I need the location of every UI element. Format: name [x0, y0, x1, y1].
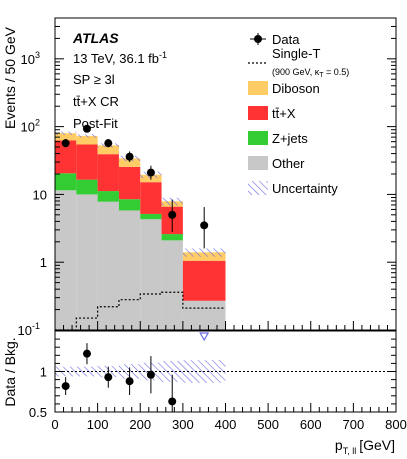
bar-diboson-bin-2: [97, 145, 119, 155]
bar-diboson-bin-1: [76, 135, 98, 145]
bar-zjets-bin-2: [97, 191, 119, 202]
legend: Data Single-T (900 GeV, κT = 0.5) Diboso…: [248, 32, 349, 196]
ratio-point-3: [125, 367, 134, 395]
bar-other-bin-4: [140, 219, 162, 330]
bar-zjets-bin-1: [76, 179, 98, 195]
bar-diboson-bin-3: [118, 158, 141, 167]
data-point-6: [200, 207, 209, 249]
legend-zjets: Z+jets: [248, 131, 308, 146]
signal-step-line: [55, 291, 226, 330]
ratio-uncertainty-bin-1: [76, 366, 98, 377]
x-axis-label: pT, ll [GeV]: [335, 437, 395, 456]
x-tick-label-8: 800: [385, 417, 407, 432]
ratio-point-0: [61, 377, 70, 395]
bar-other-bin-1: [76, 194, 98, 330]
bar-other-bin-2: [97, 201, 119, 330]
bar-other-bin-3: [118, 210, 141, 330]
bar-zjets-bin-3: [118, 199, 141, 211]
legend-signal: Single-T (900 GeV, κT = 0.5): [248, 46, 349, 79]
legend-other: Other: [248, 156, 305, 171]
ratio-point-4: [146, 356, 155, 394]
signal-line: [55, 291, 226, 330]
legend-signal-label: Single-T: [272, 46, 320, 61]
data-point-5: [168, 199, 177, 232]
ratio-point-1: [82, 343, 91, 365]
energy-label: 13 TeV, 36.1 fb-1: [73, 50, 167, 66]
x-tick-label-3: 300: [172, 417, 194, 432]
data-point-0: [61, 139, 70, 148]
ratio-panel: 0.51 0 100 200 300 400 500 600 700 800: [29, 330, 407, 432]
stacked-bars: [55, 133, 226, 330]
main-y-tick-label-1: 102: [21, 118, 40, 135]
data-points: [61, 124, 209, 249]
x-tick-label-1: 100: [87, 417, 109, 432]
ratio-out-of-range-arrow: [199, 332, 210, 342]
main-y-tick-label-3: 1: [40, 255, 47, 270]
bar-ttx-bin-0: [55, 140, 77, 174]
bar-zjets-bin-5: [161, 234, 183, 241]
main-y-tick-label-4: 10-1: [18, 321, 40, 338]
bar-zjets-bin-0: [55, 173, 77, 191]
main-x-ticks: [54, 321, 397, 330]
ratio-points: [61, 332, 210, 412]
main-y-label: Events / 50 GeV: [2, 26, 18, 129]
ratio-y-ticks: 0.51: [29, 330, 396, 420]
region-label: tt̄+X CR: [73, 94, 119, 109]
bar-zjets-bin-4: [140, 213, 162, 220]
main-y-tick-label-2: 10: [33, 187, 47, 202]
bar-ttx-bin-4: [140, 182, 162, 214]
x-tick-label-2: 200: [129, 417, 151, 432]
data-point-3: [125, 151, 134, 163]
bar-other-bin-0: [55, 190, 77, 330]
uncertainty-bin-6: [182, 248, 226, 257]
legend-diboson-label: Diboson: [272, 81, 320, 96]
bar-other-bin-5: [161, 240, 183, 330]
ratio-point-5: [168, 374, 177, 412]
data-point-2: [104, 139, 113, 148]
plot-annotations: ATLAS 13 TeV, 36.1 fb-1 SP ≥ 3l tt̄+X CR…: [72, 30, 167, 131]
experiment-label: ATLAS: [72, 30, 119, 46]
legend-data: Data: [250, 32, 300, 47]
ratio-y-label: Data / Bkg.: [2, 337, 18, 406]
x-tick-label-0: 0: [51, 417, 58, 432]
data-point-1: [82, 124, 91, 133]
ratio-x-ticks: 0 100 200 300 400 500 600 700 800: [51, 403, 407, 432]
bar-ttx-bin-1: [76, 144, 98, 180]
legend-signal-note: (900 GeV, κT = 0.5): [272, 67, 349, 79]
ratio-y-tick-label-1: 1: [40, 365, 47, 380]
legend-uncertainty-label: Uncertainty: [272, 181, 338, 196]
uncertainty-bin-1: [76, 134, 98, 138]
legend-uncertainty: Uncertainty: [248, 181, 338, 196]
ratio-y-tick-label-0: 0.5: [29, 405, 47, 420]
ratio-point-2: [104, 366, 113, 388]
x-tick-label-5: 500: [257, 417, 279, 432]
legend-data-label: Data: [272, 32, 300, 47]
legend-ttx-label: tt̄+X: [272, 106, 296, 121]
bar-ttx-bin-3: [118, 166, 141, 200]
fit-label: Post-Fit: [73, 116, 118, 131]
legend-zjets-label: Z+jets: [272, 131, 308, 146]
x-tick-label-6: 600: [300, 417, 322, 432]
bar-other-bin-6: [182, 300, 226, 330]
main-y-tick-label-0: 103: [21, 50, 40, 67]
bar-ttx-bin-2: [97, 154, 119, 192]
ratio-uncertainty-bin-0: [55, 366, 77, 377]
selection-label: SP ≥ 3l: [73, 72, 115, 87]
legend-other-label: Other: [272, 156, 305, 171]
x-tick-label-4: 400: [215, 417, 237, 432]
data-point-4: [146, 165, 155, 180]
bar-ttx-bin-6: [182, 260, 226, 301]
bar-diboson-bin-0: [55, 133, 77, 141]
x-tick-label-7: 700: [343, 417, 365, 432]
uncertainty-bin-0: [55, 131, 77, 136]
legend-ttx: tt̄+X: [248, 106, 296, 121]
legend-diboson: Diboson: [248, 81, 320, 96]
